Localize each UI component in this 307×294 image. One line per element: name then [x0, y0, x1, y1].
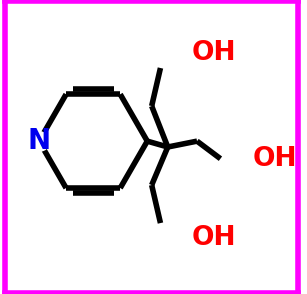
Text: N: N [27, 127, 51, 155]
Text: OH: OH [253, 146, 297, 172]
Text: OH: OH [191, 40, 236, 66]
Text: OH: OH [191, 225, 236, 251]
